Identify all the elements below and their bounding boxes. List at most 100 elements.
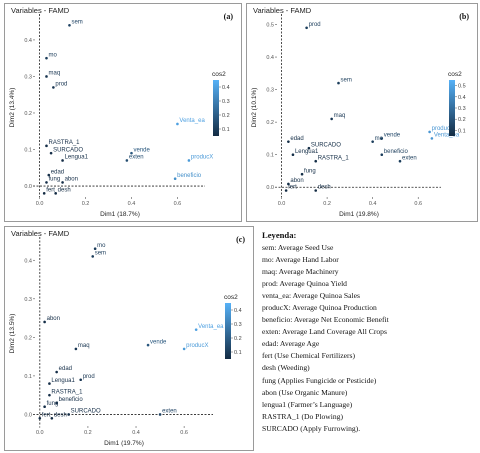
legend-item: venta_ea: Average Quinoa Sales <box>262 291 360 301</box>
point-label: edad <box>51 169 64 175</box>
data-point <box>38 416 42 420</box>
colorbar-tick-label: 0.5 <box>458 84 466 90</box>
data-point <box>158 413 162 416</box>
legend-item: producX: Average Quinoa Production <box>262 303 377 313</box>
data-point <box>330 117 333 121</box>
data-point <box>43 405 46 409</box>
point-label: fung <box>48 177 60 183</box>
data-point <box>314 159 318 163</box>
y-tick-label: 0.5 <box>266 23 274 29</box>
data-point <box>42 192 46 195</box>
y-tick-label: 0.2 <box>266 120 274 126</box>
variable-legend: Leyenda: sem: Average Seed Use mo: Averag… <box>262 230 476 435</box>
point-label: abon <box>47 316 60 322</box>
x-axis-label: Dim1 (19.7%) <box>104 440 144 447</box>
point-label: RASTRA_1 <box>48 140 80 146</box>
x-tick-label: 0.6 <box>180 430 188 436</box>
point-label: maq <box>48 71 60 77</box>
y-tick-label: 0.4 <box>266 55 274 61</box>
colorbar-tick-label: 0.1 <box>458 128 466 134</box>
famd-panel-a: Variables - FAMD (a) 0.0 0.2 0.4 0.6 0.0 0.1 0.2… <box>4 3 242 222</box>
data-point <box>93 247 97 251</box>
point-label: abon <box>290 178 303 184</box>
point-label: desh <box>54 412 67 418</box>
x-tick-label: 0.0 <box>36 430 44 436</box>
point-label: exten <box>402 155 417 161</box>
data-point <box>74 347 78 351</box>
y-tick-label: 0.3 <box>266 88 274 94</box>
legend-item: SURCADO (Apply Furrowing). <box>262 423 361 433</box>
point-label: fert <box>46 188 55 194</box>
data-point <box>305 26 308 30</box>
data-point <box>45 181 48 184</box>
x-tick-label: 0.6 <box>174 201 182 207</box>
data-point <box>287 140 290 143</box>
colorbar-bar <box>213 80 219 136</box>
legend-item: lengua1 (Farmer’s Language) <box>262 399 353 409</box>
data-point <box>125 159 129 162</box>
legend-item: prod: Average Quinoa Yield <box>262 279 347 289</box>
point-label: producX <box>432 126 454 132</box>
point-label: beneficio <box>177 173 202 179</box>
famd-chart: Variables - FAMD (c) 0.0 0.2 0.4 0.6 0.0 0.1 0.2… <box>9 229 245 447</box>
point-label: SURCADO <box>311 142 341 148</box>
data-point <box>61 159 64 162</box>
data-point <box>45 144 48 148</box>
famd-chart: Variables - FAMD (a) 0.0 0.2 0.4 0.6 0.0 0.1 0.2… <box>9 6 234 218</box>
point-label: fert <box>288 185 297 191</box>
point-label: mo <box>97 243 106 249</box>
data-point <box>182 347 186 351</box>
colorbar-tick-label: 0.3 <box>222 99 230 105</box>
data-point <box>43 320 46 324</box>
data-point <box>194 328 198 331</box>
data-point <box>428 130 431 134</box>
data-point <box>380 137 384 140</box>
famd-panel-b: Variables - FAMD (b) 0.0 0.2 0.4 0.6 0.0 0.1 0.2… <box>246 3 478 222</box>
point-label: prod <box>83 374 95 380</box>
y-tick-label: 0.1 <box>266 153 274 159</box>
legend-item: beneficio: Average Net Economic Benefit <box>262 315 389 325</box>
data-point <box>52 86 55 89</box>
colorbar-bar <box>225 303 231 359</box>
data-point <box>146 343 150 347</box>
point-label: exten <box>129 155 144 161</box>
point-label: prod <box>55 82 67 88</box>
colorbar-title: cos2 <box>212 71 226 78</box>
data-point <box>50 416 54 420</box>
data-point <box>67 413 70 416</box>
x-tick-label: 0.4 <box>128 201 136 207</box>
y-tick-label: 0.3 <box>24 74 32 80</box>
data-point <box>398 159 402 163</box>
y-tick-label: 0.1 <box>24 148 32 154</box>
point-label: maq <box>334 113 346 119</box>
data-point <box>314 189 318 192</box>
colorbar-tick-label: 0.4 <box>222 85 230 91</box>
point-label: SURCADO <box>71 409 101 415</box>
point-label: producX <box>191 155 213 161</box>
data-point <box>48 382 51 385</box>
point-label: vende <box>133 147 150 153</box>
colorbar-tick-label: 0.4 <box>234 308 242 314</box>
legend-item: mo: Average Hand Labor <box>262 255 339 265</box>
panel-tag: (a) <box>224 12 234 21</box>
point-label: maq <box>78 343 90 349</box>
point-label: Venta_ea <box>198 324 224 330</box>
data-point <box>307 146 311 150</box>
point-label: fert <box>42 412 51 418</box>
data-point <box>47 173 51 177</box>
data-point <box>79 378 83 382</box>
data-point <box>173 177 177 181</box>
legend-items: sem: Average Seed Use mo: Average Hand La… <box>262 242 476 435</box>
point-label: producX <box>186 343 208 349</box>
data-point <box>176 122 179 126</box>
y-tick-label: 0.0 <box>266 185 274 191</box>
famd-chart: Variables - FAMD (b) 0.0 0.2 0.4 0.6 0.0 0.1 0.2… <box>251 6 469 218</box>
data-point <box>187 159 191 162</box>
legend-item: RASTRA_1 (Do Plowing) <box>262 411 344 421</box>
x-tick-label: 0.4 <box>369 201 377 207</box>
legend-item: exten: Average Land Coverage All Crops <box>262 327 387 337</box>
legend-item: maq: Average Machinery <box>262 267 339 277</box>
point-label: vende <box>150 339 167 345</box>
y-tick-label: 0.4 <box>24 258 32 264</box>
point-label: Lengua1 <box>51 378 75 384</box>
